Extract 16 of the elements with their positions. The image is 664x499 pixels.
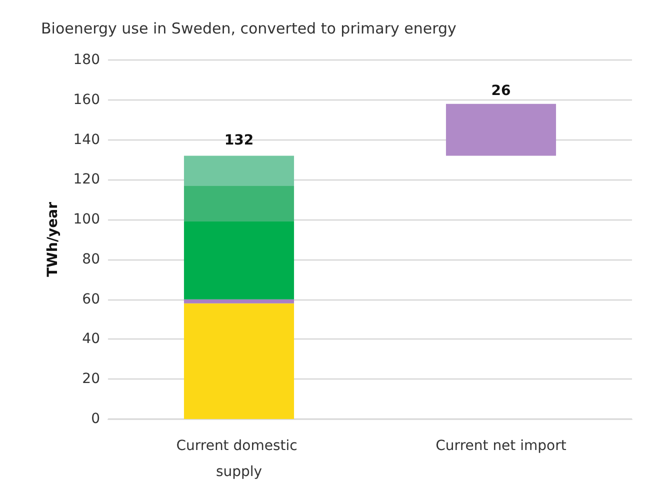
x-tick-label: Current net import [436, 438, 567, 454]
y-tick-label: 120 [73, 172, 100, 188]
y-tick-label: 160 [73, 92, 100, 108]
y-tick-label: 20 [82, 371, 100, 388]
y-tick-label: 100 [73, 212, 100, 228]
y-axis-title: TWh/year [45, 202, 61, 278]
chart-title: Bioenergy use in Sweden, converted to primary energy [41, 20, 457, 38]
data-label: 26 [491, 82, 511, 99]
y-tick-label: 40 [82, 331, 100, 348]
y-tick-label: 140 [73, 132, 100, 148]
y-tick-label: 0 [91, 411, 100, 427]
y-tick-label: 180 [73, 52, 100, 68]
total-label: 132 [224, 132, 254, 149]
y-tick-label: 80 [82, 251, 100, 268]
x-tick-label: Current domestic supply [176, 438, 302, 480]
y-tick-label: 60 [82, 291, 100, 308]
